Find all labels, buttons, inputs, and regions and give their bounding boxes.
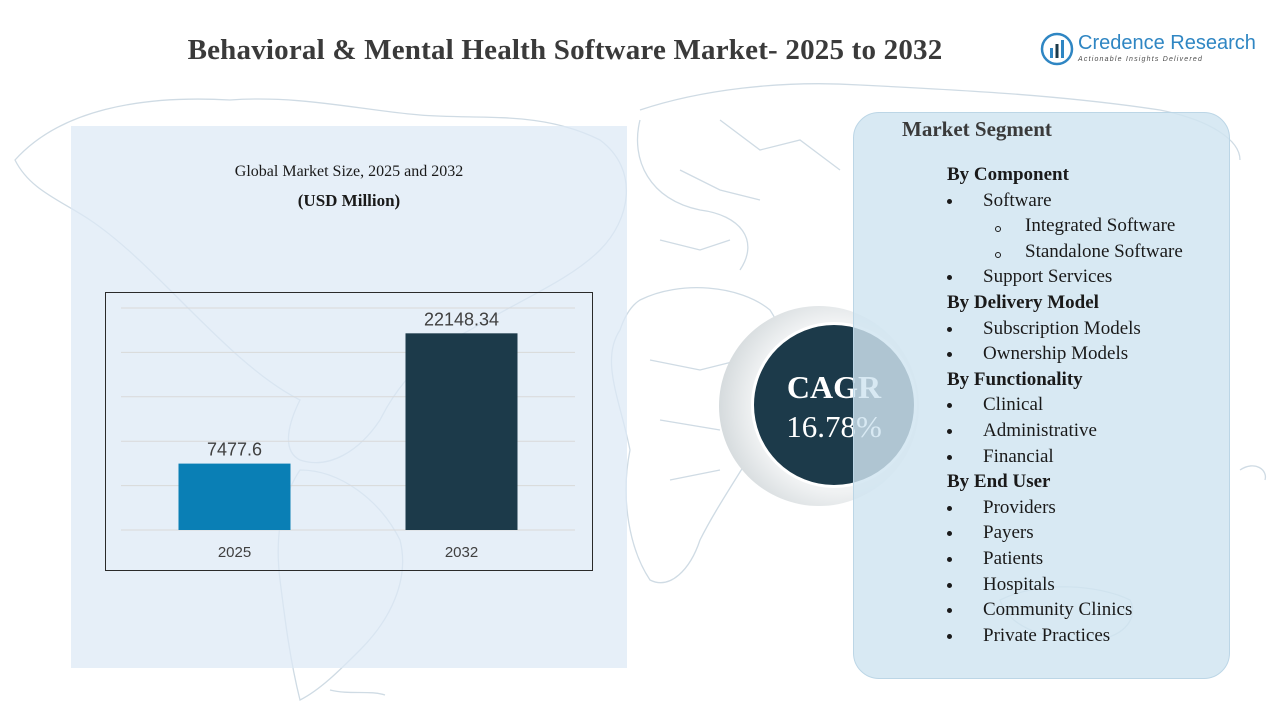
bullet-icon: [947, 531, 952, 537]
x-tick-label-2025: 2025: [218, 544, 251, 561]
segment-item: Private Practices: [947, 625, 1227, 651]
bullet-icon: [947, 428, 952, 434]
segment-item: Subscription Models: [947, 318, 1227, 344]
segment-label: Providers: [983, 496, 1056, 518]
market-size-bar-chart: 7477.6 2025 22148.34 2032: [121, 307, 575, 561]
segment-item: Patients: [947, 548, 1227, 574]
segment-label: Community Clinics: [983, 599, 1133, 621]
segment-item: Hospitals: [947, 574, 1227, 600]
segment-label: By Delivery Model: [947, 291, 1099, 313]
bullet-icon: [947, 326, 952, 332]
segment-item: Ownership Models: [947, 343, 1227, 369]
segment-label: Administrative: [983, 419, 1097, 441]
credence-logo-icon: [1040, 32, 1074, 66]
segment-item: Payers: [947, 522, 1227, 548]
segment-item: Administrative: [947, 420, 1227, 446]
segment-heading: By Component: [947, 164, 1227, 190]
logo-tagline: Actionable Insights Delivered: [1078, 56, 1204, 63]
segment-item: Financial: [947, 446, 1227, 472]
segment-label: Ownership Models: [983, 343, 1129, 365]
segment-label: Patients: [983, 547, 1044, 569]
segment-label: Clinical: [983, 394, 1044, 416]
logo-name: Credence Research: [1078, 32, 1256, 54]
segment-label: Software: [983, 189, 1052, 211]
bullet-icon: [947, 403, 952, 409]
segment-label: Subscription Models: [983, 317, 1141, 339]
segment-label: By Functionality: [947, 368, 1083, 390]
segment-label: Hospitals: [983, 573, 1055, 595]
segment-label: Private Practices: [983, 624, 1111, 646]
sub-bullet-icon: [995, 251, 1001, 258]
segment-item: Clinical: [947, 394, 1227, 420]
bullet-icon: [947, 556, 952, 562]
segment-heading: By End User: [947, 471, 1227, 497]
page-title: Behavioral & Mental Health Software Mark…: [187, 34, 943, 66]
bar-2032: [405, 333, 518, 530]
market-segment-list: By Component Software Integrated Software S…: [947, 164, 1227, 650]
segment-label: Financial: [983, 445, 1054, 467]
segment-label: By Component: [947, 164, 1069, 185]
segment-label: Payers: [983, 522, 1034, 544]
bullet-icon: [947, 633, 952, 639]
chart-frame: [105, 292, 593, 571]
segment-subitem: Integrated Software: [947, 215, 1227, 241]
bar-2025: [178, 463, 291, 530]
bullet-icon: [947, 275, 952, 281]
bullet-icon: [947, 582, 952, 588]
segment-item: Software: [947, 190, 1227, 216]
segment-item: Providers: [947, 497, 1227, 523]
segment-item: Support Services: [947, 266, 1227, 292]
data-label-2025: 7477.6: [207, 440, 262, 460]
segment-subitem: Standalone Software: [947, 241, 1227, 267]
segment-label: By End User: [947, 471, 1051, 493]
segment-heading: By Delivery Model: [947, 292, 1227, 318]
bullet-icon: [947, 352, 952, 358]
bullet-icon: [947, 198, 952, 204]
chart-subtitle: (USD Million): [297, 191, 401, 210]
segment-label: Integrated Software: [1025, 215, 1176, 237]
sub-bullet-icon: [995, 226, 1001, 233]
market-segment-panel: [853, 112, 1230, 679]
segment-label: Support Services: [983, 266, 1113, 288]
segment-label: Standalone Software: [1025, 240, 1183, 262]
chart-title: Global Market Size, 2025 and 2032: [234, 163, 464, 180]
bullet-icon: [947, 454, 952, 460]
bullet-icon: [947, 505, 952, 511]
x-tick-label-2032: 2032: [445, 544, 478, 561]
bullet-icon: [947, 608, 952, 614]
market-segment-title: Market Segment: [902, 117, 1052, 141]
data-label-2032: 22148.34: [424, 309, 499, 329]
segment-heading: By Functionality: [947, 369, 1227, 395]
segment-item: Community Clinics: [947, 599, 1227, 625]
